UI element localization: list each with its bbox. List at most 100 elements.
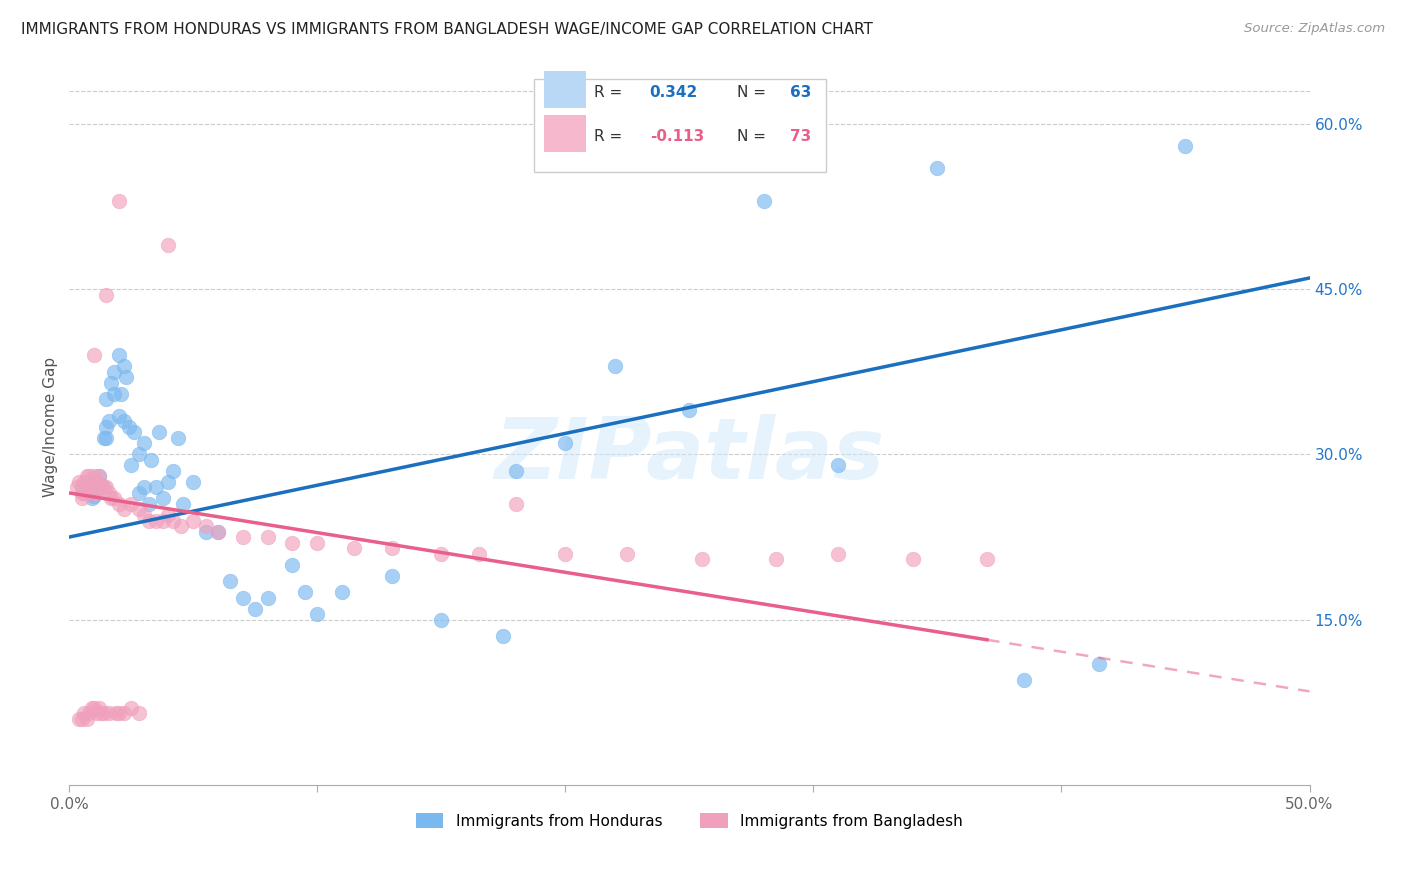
Point <box>96 431 118 445</box>
Point <box>122 425 145 440</box>
Point <box>145 480 167 494</box>
FancyBboxPatch shape <box>544 70 586 108</box>
Text: 0.342: 0.342 <box>650 85 697 100</box>
Point <box>108 348 131 362</box>
Point <box>77 480 100 494</box>
Text: IMMIGRANTS FROM HONDURAS VS IMMIGRANTS FROM BANGLADESH WAGE/INCOME GAP CORRELATI: IMMIGRANTS FROM HONDURAS VS IMMIGRANTS F… <box>21 22 873 37</box>
Point <box>103 491 125 506</box>
Point <box>232 591 254 605</box>
Point <box>827 547 849 561</box>
Point <box>167 431 190 445</box>
Point <box>505 497 527 511</box>
Point <box>105 706 128 721</box>
Point <box>467 547 489 561</box>
Point <box>86 486 108 500</box>
FancyBboxPatch shape <box>534 79 825 172</box>
Point <box>827 458 849 473</box>
Point <box>112 414 135 428</box>
Point <box>139 453 162 467</box>
Point <box>505 464 527 478</box>
Legend: Immigrants from Honduras, Immigrants from Bangladesh: Immigrants from Honduras, Immigrants fro… <box>409 806 969 835</box>
Point <box>90 480 112 494</box>
Point <box>90 478 112 492</box>
Point <box>87 469 110 483</box>
Point <box>83 469 105 483</box>
Point <box>554 436 576 450</box>
Point <box>207 524 229 539</box>
Point <box>67 712 90 726</box>
Point <box>96 287 118 301</box>
Point <box>120 458 142 473</box>
Point <box>219 574 242 589</box>
Text: 63: 63 <box>790 85 811 100</box>
Point <box>132 480 155 494</box>
Point <box>80 491 103 506</box>
Point <box>120 497 142 511</box>
Point <box>381 568 404 582</box>
Point <box>97 414 120 428</box>
Point <box>690 552 713 566</box>
Point <box>70 486 93 500</box>
Point <box>70 712 93 726</box>
Point <box>76 475 98 489</box>
Point <box>678 403 700 417</box>
Point <box>112 706 135 721</box>
Point <box>112 359 135 374</box>
Point <box>430 547 453 561</box>
Point <box>93 431 115 445</box>
Point <box>157 475 180 489</box>
Point <box>115 370 138 384</box>
Point <box>294 585 316 599</box>
Point <box>145 514 167 528</box>
Point <box>616 547 638 561</box>
Point <box>108 194 131 208</box>
Point <box>307 535 329 549</box>
Point <box>80 475 103 489</box>
Point <box>100 376 122 390</box>
Point <box>128 447 150 461</box>
Point <box>77 469 100 483</box>
Point <box>120 701 142 715</box>
Point <box>83 489 105 503</box>
Text: R =: R = <box>593 129 627 145</box>
Point <box>765 552 787 566</box>
Point <box>381 541 404 555</box>
Point <box>77 486 100 500</box>
Point <box>103 386 125 401</box>
Point <box>430 613 453 627</box>
Point <box>70 491 93 506</box>
Point <box>343 541 366 555</box>
Point <box>67 475 90 489</box>
Point <box>108 706 131 721</box>
Point <box>83 475 105 489</box>
Point <box>330 585 353 599</box>
Point <box>752 194 775 208</box>
Point <box>1174 138 1197 153</box>
Point <box>70 480 93 494</box>
Point <box>152 514 174 528</box>
Point <box>1087 657 1109 671</box>
Point <box>76 469 98 483</box>
Point <box>1012 673 1035 688</box>
Point <box>112 502 135 516</box>
Point <box>492 629 515 643</box>
Point <box>100 491 122 506</box>
Point <box>103 365 125 379</box>
Text: N =: N = <box>737 85 770 100</box>
Point <box>256 591 278 605</box>
Point <box>87 701 110 715</box>
Point <box>281 535 304 549</box>
Point <box>976 552 998 566</box>
Point <box>256 530 278 544</box>
Point <box>138 514 160 528</box>
Point <box>132 508 155 522</box>
Point <box>603 359 626 374</box>
Point <box>927 161 949 175</box>
Point <box>93 706 115 721</box>
Point <box>76 480 98 494</box>
Point <box>170 519 193 533</box>
Y-axis label: Wage/Income Gap: Wage/Income Gap <box>44 357 58 497</box>
Text: ZIPatlas: ZIPatlas <box>495 414 884 497</box>
Point <box>307 607 329 622</box>
Point <box>181 514 204 528</box>
